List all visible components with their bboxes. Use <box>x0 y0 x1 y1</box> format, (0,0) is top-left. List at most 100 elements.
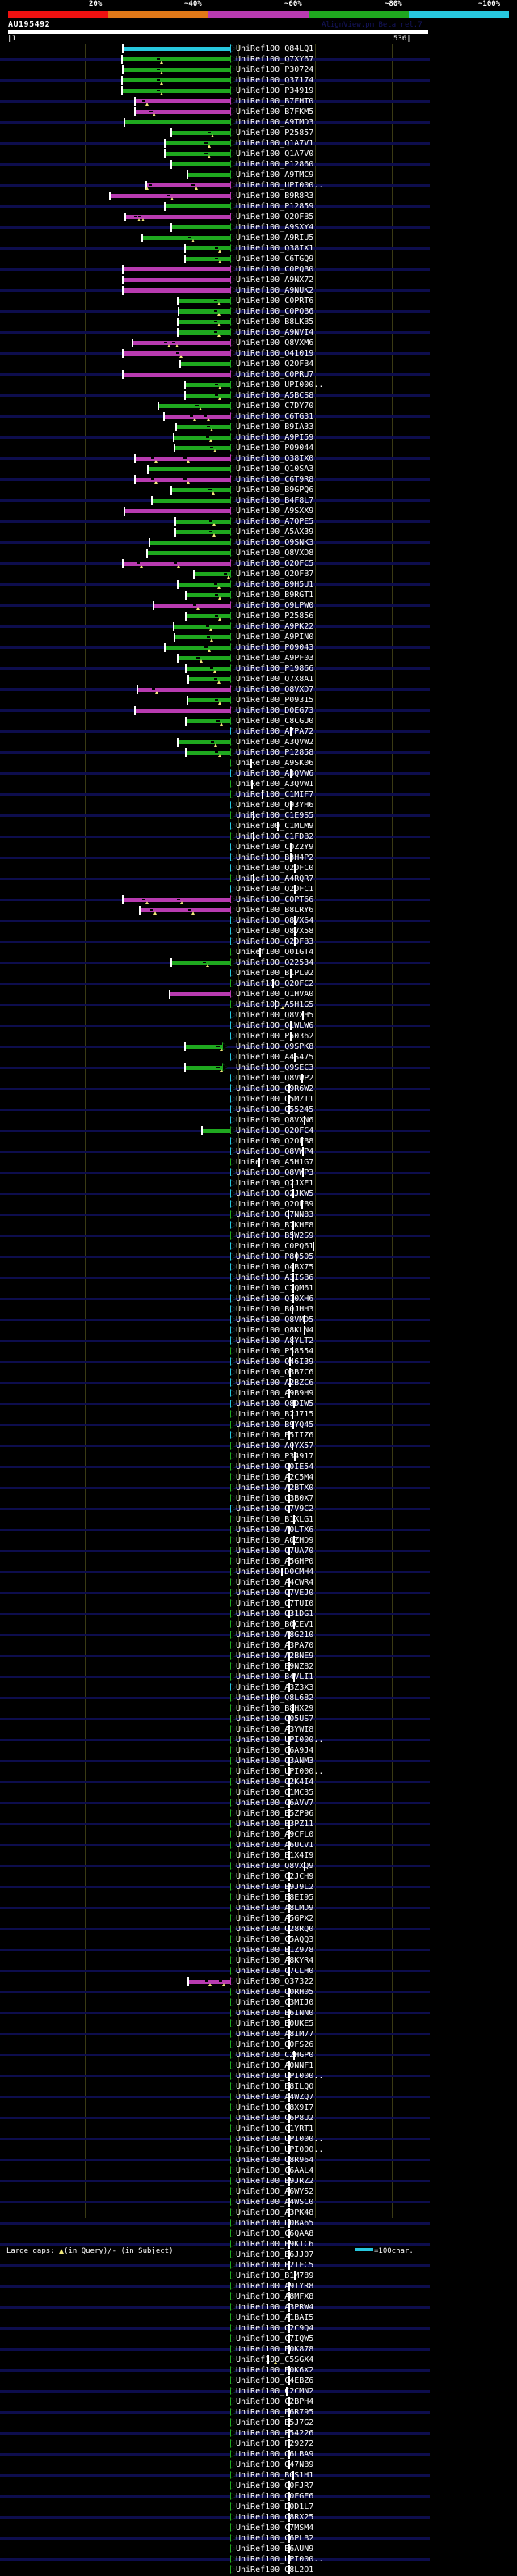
subject-label[interactable]: UniRef100_Q9R6W2 <box>236 1084 314 1093</box>
subject-label[interactable]: UniRef100_Q2OFB8 <box>236 1137 314 1146</box>
subject-label[interactable]: UniRef100_A2BNE9 <box>236 1652 314 1661</box>
alignment-row[interactable]: UniRef100_Q8VXD8 <box>0 549 517 559</box>
hsp-bar[interactable] <box>163 415 230 419</box>
hsp-bar[interactable] <box>147 467 230 471</box>
hsp-bar[interactable] <box>184 246 230 250</box>
alignment-row[interactable]: UniRef100_Q2OFB9 <box>0 1200 517 1210</box>
subject-label[interactable]: UniRef100_Q8VWP2 <box>236 1074 314 1083</box>
subject-label[interactable]: UniRef100_Q4BX75 <box>236 1263 314 1272</box>
subject-label[interactable]: UniRef100_Q0FGE6 <box>236 2492 314 2501</box>
alignment-row[interactable]: UniRef100_C7DY70 <box>0 402 517 412</box>
alignment-row[interactable]: UniRef100_A5GHP0 <box>0 1557 517 1568</box>
hsp-bar[interactable] <box>134 478 230 482</box>
alignment-row[interactable]: UniRef100_A9SXX9 <box>0 507 517 517</box>
hsp-bar[interactable] <box>124 509 230 513</box>
hsp-bar[interactable] <box>184 1066 222 1070</box>
alignment-row[interactable]: UniRef100_A9PI59 <box>0 433 517 444</box>
hsp-bar[interactable] <box>177 583 230 587</box>
subject-label[interactable]: UniRef100_Q8VWP3 <box>236 1168 314 1177</box>
alignment-row[interactable]: UniRef100_B9J9L2 <box>0 1883 517 1893</box>
subject-label[interactable]: UniRef100_A5GHP0 <box>236 1557 314 1566</box>
alignment-row[interactable]: UniRef100_A4CWR4 <box>0 1578 517 1589</box>
subject-label[interactable]: UniRef100_C0PRU7 <box>236 370 314 379</box>
alignment-row[interactable]: UniRef100_C1YRT1 <box>0 2124 517 2135</box>
alignment-row[interactable]: UniRef100_C5AQQ3 <box>0 1935 517 1946</box>
alignment-row[interactable]: UniRef100_D0BA65 <box>0 2219 517 2229</box>
hsp-bar[interactable] <box>178 309 230 314</box>
alignment-row[interactable]: UniRef100_B9R8R3 <box>0 192 517 202</box>
subject-label[interactable]: UniRef100_C0PQ61 <box>236 1242 314 1251</box>
subject-label[interactable]: UniRef100_Q3B7C6 <box>236 1368 314 1377</box>
hsp-bar[interactable] <box>187 698 230 702</box>
alignment-row[interactable]: UniRef100_A4S475 <box>0 1053 517 1063</box>
subject-label[interactable]: UniRef100_Q8L2O1 <box>236 2565 314 2574</box>
subject-label[interactable]: UniRef100_P25856 <box>236 612 314 621</box>
subject-label[interactable]: UniRef100_P09044 <box>236 444 314 452</box>
subject-label[interactable]: UniRef100_B8LRY6 <box>236 906 314 915</box>
hsp-bar[interactable] <box>122 47 230 51</box>
subject-label[interactable]: UniRef100_C6QAA8 <box>236 2229 314 2238</box>
subject-label[interactable]: UniRef100_Q8VX64 <box>236 916 314 925</box>
subject-label[interactable]: UniRef100_A9SK06 <box>236 759 314 768</box>
hsp-bar[interactable] <box>177 656 230 660</box>
alignment-row[interactable]: UniRef100_Q9R6W2 <box>0 1084 517 1095</box>
hsp-bar[interactable] <box>146 551 230 555</box>
alignment-row[interactable]: UniRef100_B8HX29 <box>0 1704 517 1715</box>
hsp-bar[interactable] <box>121 89 230 93</box>
subject-label[interactable]: UniRef100_A9TMC9 <box>236 170 314 179</box>
alignment-row[interactable]: UniRef100_Q5MZI1 <box>0 1095 517 1105</box>
subject-label[interactable]: UniRef100_Q7TUI0 <box>236 1599 314 1608</box>
hsp-bar[interactable] <box>173 625 230 629</box>
subject-label[interactable]: UniRef100_Q1HVA0 <box>236 990 314 999</box>
alignment-row[interactable]: UniRef100_B9JRZ2 <box>0 2177 517 2187</box>
subject-label[interactable]: UniRef100_P34919 <box>236 86 314 95</box>
subject-label[interactable]: UniRef100_Q2OFB7 <box>236 570 314 579</box>
alignment-row[interactable]: UniRef100_Q9SEC3 <box>0 1063 517 1074</box>
subject-label[interactable]: UniRef100_A7QPE5 <box>236 517 314 526</box>
subject-label[interactable]: UniRef100_B2J715 <box>236 1410 314 1419</box>
subject-label[interactable]: UniRef100_Q2OFB9 <box>236 1200 314 1209</box>
subject-label[interactable]: UniRef100_Q10XH6 <box>236 1294 314 1303</box>
alignment-row[interactable]: UniRef100_A8G210 <box>0 1631 517 1641</box>
subject-label[interactable]: UniRef100_Q2JKW5 <box>236 1189 314 1198</box>
alignment-row[interactable]: UniRef100_Q8L2O1 <box>0 2565 517 2576</box>
alignment-row[interactable]: UniRef100_B5W2S9 <box>0 1231 517 1242</box>
hsp-bar[interactable] <box>134 99 230 103</box>
alignment-row[interactable]: UniRef100_Q3B7C6 <box>0 1368 517 1378</box>
alignment-row[interactable]: UniRef100_Q2OFC5 <box>0 559 517 570</box>
alignment-row[interactable]: UniRef100_A8IM77 <box>0 2030 517 2040</box>
subject-label[interactable]: UniRef100_A9B9H9 <box>236 1389 314 1398</box>
subject-label[interactable]: UniRef100_B1X4I9 <box>236 1851 314 1860</box>
subject-label[interactable]: UniRef100_A4RQR7 <box>236 874 314 883</box>
subject-label[interactable]: UniRef100_A8KYR4 <box>236 1956 314 1965</box>
subject-label[interactable]: UniRef100_Q1MC35 <box>236 1788 314 1797</box>
alignment-row[interactable]: UniRef100_UPI000.. <box>0 2135 517 2145</box>
subject-label[interactable]: UniRef100_D0D1L7 <box>236 2502 314 2511</box>
subject-label[interactable]: UniRef100_Q7VEJ0 <box>236 1589 314 1597</box>
subject-label[interactable]: UniRef100_C8CGU0 <box>236 717 314 726</box>
hsp-bar[interactable] <box>121 78 230 82</box>
subject-label[interactable]: UniRef100_P09315 <box>236 696 314 705</box>
alignment-row[interactable]: UniRef100_C6TGQ9 <box>0 255 517 265</box>
alignment-row[interactable]: UniRef100_A3PK48 <box>0 2208 517 2219</box>
alignment-row[interactable]: UniRef100_B9KTC6 <box>0 2240 517 2250</box>
alignment-row[interactable]: UniRef100_Q7V9C2 <box>0 1505 517 1515</box>
alignment-row[interactable]: UniRef100_A3PRW4 <box>0 2303 517 2313</box>
subject-label[interactable]: UniRef100_B0K878 <box>236 2345 314 2354</box>
subject-label[interactable]: UniRef100_Q1WLW6 <box>236 1021 314 1030</box>
subject-label[interactable]: UniRef100_Q7XY67 <box>236 55 314 64</box>
hsp-bar[interactable] <box>173 436 230 440</box>
subject-label[interactable]: UniRef100_Q37174 <box>236 76 314 85</box>
subject-label[interactable]: UniRef100_C0PQB0 <box>236 265 314 274</box>
subject-label[interactable]: UniRef100_Q8VXH5 <box>236 1011 314 1020</box>
alignment-row[interactable]: UniRef100_Q8VWP2 <box>0 1074 517 1084</box>
alignment-row[interactable]: UniRef100_B1PL92 <box>0 969 517 979</box>
alignment-row[interactable]: UniRef100_A3QVW6 <box>0 769 517 780</box>
subject-label[interactable]: UniRef100_Q2C9Q4 <box>236 2324 314 2333</box>
alignment-row[interactable]: UniRef100_A0NNF1 <box>0 2061 517 2072</box>
alignment-row[interactable]: UniRef100_Q7XY67 <box>0 55 517 65</box>
hsp-bar[interactable] <box>122 267 230 271</box>
subject-label[interactable]: UniRef100_Q7NN83 <box>236 1210 314 1219</box>
subject-label[interactable]: UniRef100_A6UCV1 <box>236 1841 314 1850</box>
alignment-row[interactable]: UniRef100_Q47NB9 <box>0 2460 517 2471</box>
